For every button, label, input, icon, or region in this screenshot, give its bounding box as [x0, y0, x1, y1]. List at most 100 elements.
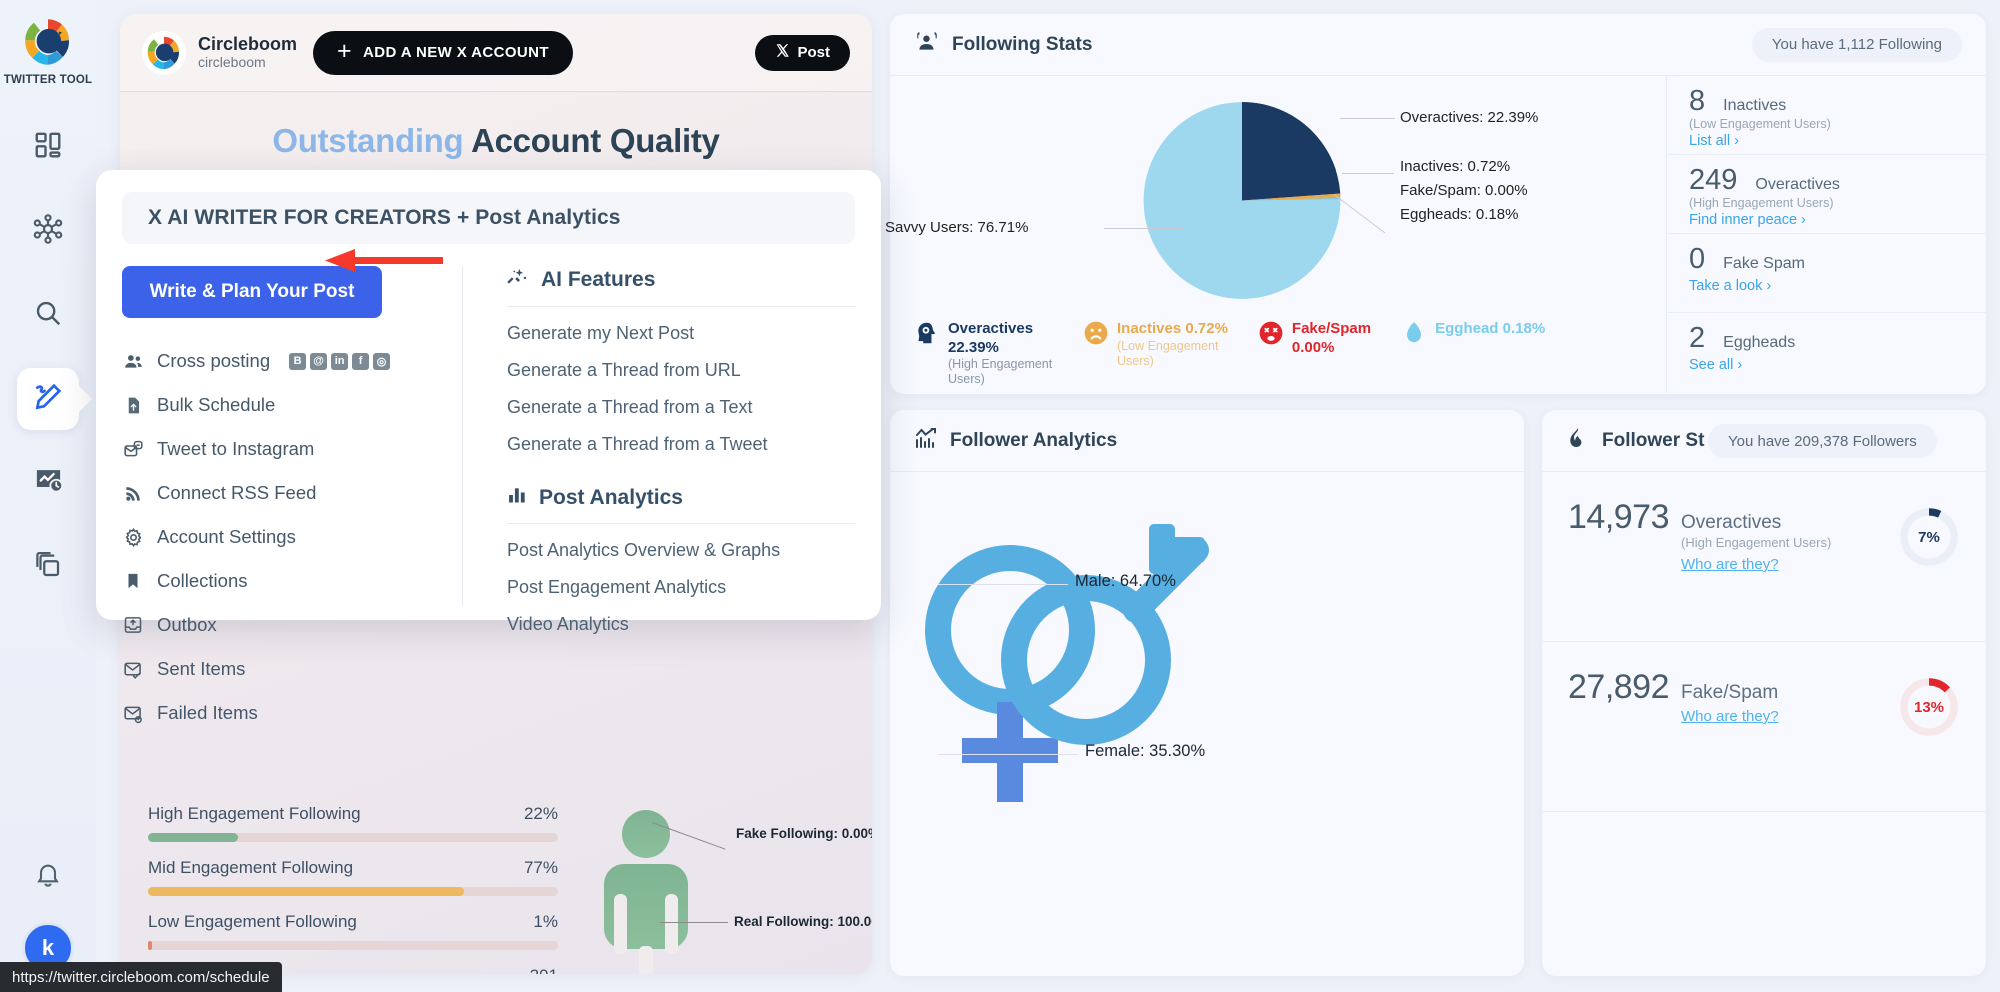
follower-cell-overactives: 14,973 Overactives (High Engagement User…	[1542, 472, 1986, 642]
sidebar-item-collections[interactable]	[17, 536, 79, 598]
dashboard-icon	[33, 130, 63, 165]
ai-link-generate-next-post[interactable]: Generate my Next Post	[507, 323, 695, 343]
threads-icon: @	[310, 352, 328, 370]
overactives-pct: 7%	[1918, 528, 1940, 546]
follower-link-who-are-they[interactable]: Who are they?	[1681, 556, 1779, 573]
follower-analytics-panel: Follower Analytics Male: 64.70% Female: …	[890, 410, 1524, 976]
bluesky-icon: B	[289, 352, 307, 370]
ai-link-thread-from-tweet[interactable]: Generate a Thread from a Tweet	[507, 434, 768, 454]
sidebar-item-analytics[interactable]	[17, 452, 79, 514]
stat-number: 8	[1689, 85, 1706, 117]
follower-stats-header: Follower St You have 209,378 Followers	[1542, 410, 1986, 472]
menu-item-bulk-schedule[interactable]: Bulk Schedule	[122, 388, 452, 422]
post-label: Post	[797, 44, 830, 61]
post-button[interactable]: Post	[755, 34, 850, 71]
menu-item-collections[interactable]: Collections	[122, 564, 452, 598]
pie-label-fakespam: Fake/Spam: 0.00%	[1400, 182, 1528, 199]
head-gear-icon	[914, 320, 940, 346]
sidebar-item-dashboard[interactable]	[17, 116, 79, 178]
sad-face-icon	[1083, 320, 1109, 346]
page-title: Outstanding Account Quality	[120, 122, 872, 160]
menu-item-outbox[interactable]: Outbox	[122, 608, 452, 642]
bookmark-icon	[122, 570, 144, 592]
stat-cell-fake-spam: 0 Fake Spam Take a look ›	[1667, 234, 1986, 313]
pie-label-eggheads: Eggheads: 0.18%	[1400, 206, 1519, 223]
pa-link-engagement[interactable]: Post Engagement Analytics	[507, 577, 727, 597]
engagement-value: 1%	[533, 912, 558, 931]
menu-item-account-settings[interactable]: Account Settings	[122, 520, 452, 554]
ai-features-section: AI Features Generate my Next Post Genera…	[507, 266, 855, 455]
sidebar-item-network[interactable]	[17, 200, 79, 262]
sidebar-item-compose[interactable]	[17, 368, 79, 430]
follower-sub: (High Engagement Users)	[1681, 535, 1832, 550]
people-icon	[122, 350, 144, 372]
instagram-mail-icon	[122, 438, 144, 460]
account-handle: circleboom	[198, 54, 266, 71]
engagement-row: Mid Engagement Following 77%	[148, 858, 558, 896]
compose-dropdown-panel: X AI WRITER FOR CREATORS + Post Analytic…	[96, 170, 881, 723]
follower-name: Fake/Spam	[1681, 682, 1779, 703]
stat-link-see-all[interactable]: See all ›	[1689, 357, 1743, 373]
overactives-donut-chart: 7%	[1898, 506, 1960, 568]
sidebar-item-search[interactable]	[17, 284, 79, 346]
sidebar-brand-title: TWITTER TOOL	[3, 74, 93, 86]
legend-inactives-line1: Inactives 0.72%	[1117, 320, 1228, 338]
bar-chart-icon	[507, 485, 527, 511]
quality-rest: Account Quality	[471, 122, 720, 159]
instagram-icon: ◎	[373, 352, 391, 370]
linkedin-icon: in	[331, 352, 349, 370]
ai-link-thread-from-url[interactable]: Generate a Thread from URL	[507, 360, 741, 380]
menu-item-cross-posting[interactable]: Cross posting B @ in f ◎	[122, 344, 452, 378]
menu-item-sent-items[interactable]: Sent Items	[122, 652, 452, 686]
network-icon	[32, 213, 64, 250]
post-analytics-header: Post Analytics	[507, 485, 855, 524]
gear-icon	[122, 526, 144, 548]
stat-sub: (High Engagement Users)	[1689, 196, 1834, 210]
stat-name: Fake Spam	[1723, 255, 1805, 272]
following-legend: Overactives 22.39% (High Engagement User…	[890, 320, 1666, 387]
legend-item-inactives: Inactives 0.72% (Low Engagement Users)	[1083, 320, 1228, 368]
stat-number: 2	[1689, 322, 1706, 354]
bell-icon[interactable]	[34, 861, 62, 894]
follower-analytics-header: Follower Analytics	[890, 410, 1524, 472]
magic-wand-icon	[507, 266, 529, 294]
line-chart-icon	[914, 426, 938, 455]
gender-chart: Male: 64.70% Female: 35.30%	[890, 472, 1524, 974]
menu-item-connect-rss-feed[interactable]: Connect RSS Feed	[122, 476, 452, 510]
account-chip[interactable]: Circleboom circleboom	[142, 30, 297, 75]
legend-egghead-line1: Egghead 0.18%	[1435, 320, 1546, 338]
analytics-icon	[33, 465, 64, 501]
compose-icon	[32, 381, 64, 418]
outbox-icon	[122, 614, 144, 636]
legend-overactives-pct: 22.39%	[948, 338, 999, 356]
stat-link-find-inner-peace[interactable]: Find inner peace ›	[1689, 212, 1806, 228]
follower-name: Overactives	[1681, 512, 1782, 533]
plus-icon: +	[337, 37, 353, 65]
gender-label-male: Male: 64.70%	[1075, 572, 1176, 590]
gender-label-female: Female: 35.30%	[1085, 742, 1206, 760]
stat-name: Overactives	[1755, 176, 1840, 193]
left-sidebar: TWITTER TOOL	[0, 0, 96, 992]
write-and-plan-post-button[interactable]: Write & Plan Your Post	[122, 266, 382, 318]
stat-link-list-all[interactable]: List all ›	[1689, 133, 1739, 149]
stat-number: 0	[1689, 243, 1706, 275]
pie-label-social-savvy: Social Savvy Users: 76.71%	[840, 219, 1029, 236]
pa-link-video[interactable]: Video Analytics	[507, 614, 629, 634]
dropdown-header: X AI WRITER FOR CREATORS + Post Analytic…	[122, 192, 855, 244]
stat-link-take-a-look[interactable]: Take a look ›	[1689, 278, 1772, 294]
menu-item-failed-items[interactable]: Failed Items	[122, 696, 452, 730]
add-x-account-button[interactable]: + ADD A NEW X ACCOUNT	[313, 30, 573, 75]
following-stats-panel: Following Stats You have 1,112 Following…	[840, 14, 1986, 394]
add-x-account-label: ADD A NEW X ACCOUNT	[363, 44, 549, 61]
post-analytics-title: Post Analytics	[539, 486, 683, 509]
flame-icon	[1566, 426, 1590, 455]
ai-features-title: AI Features	[541, 268, 656, 291]
account-avatar-icon	[142, 30, 186, 75]
menu-item-tweet-to-instagram[interactable]: Tweet to Instagram	[122, 432, 452, 466]
pa-link-overview[interactable]: Post Analytics Overview & Graphs	[507, 540, 781, 560]
follower-link-who-are-they[interactable]: Who are they?	[1681, 708, 1779, 725]
egg-icon	[1401, 320, 1427, 346]
ai-link-thread-from-text[interactable]: Generate a Thread from a Text	[507, 397, 753, 417]
engagement-count: 291	[148, 966, 558, 974]
copy-icon	[33, 550, 63, 585]
